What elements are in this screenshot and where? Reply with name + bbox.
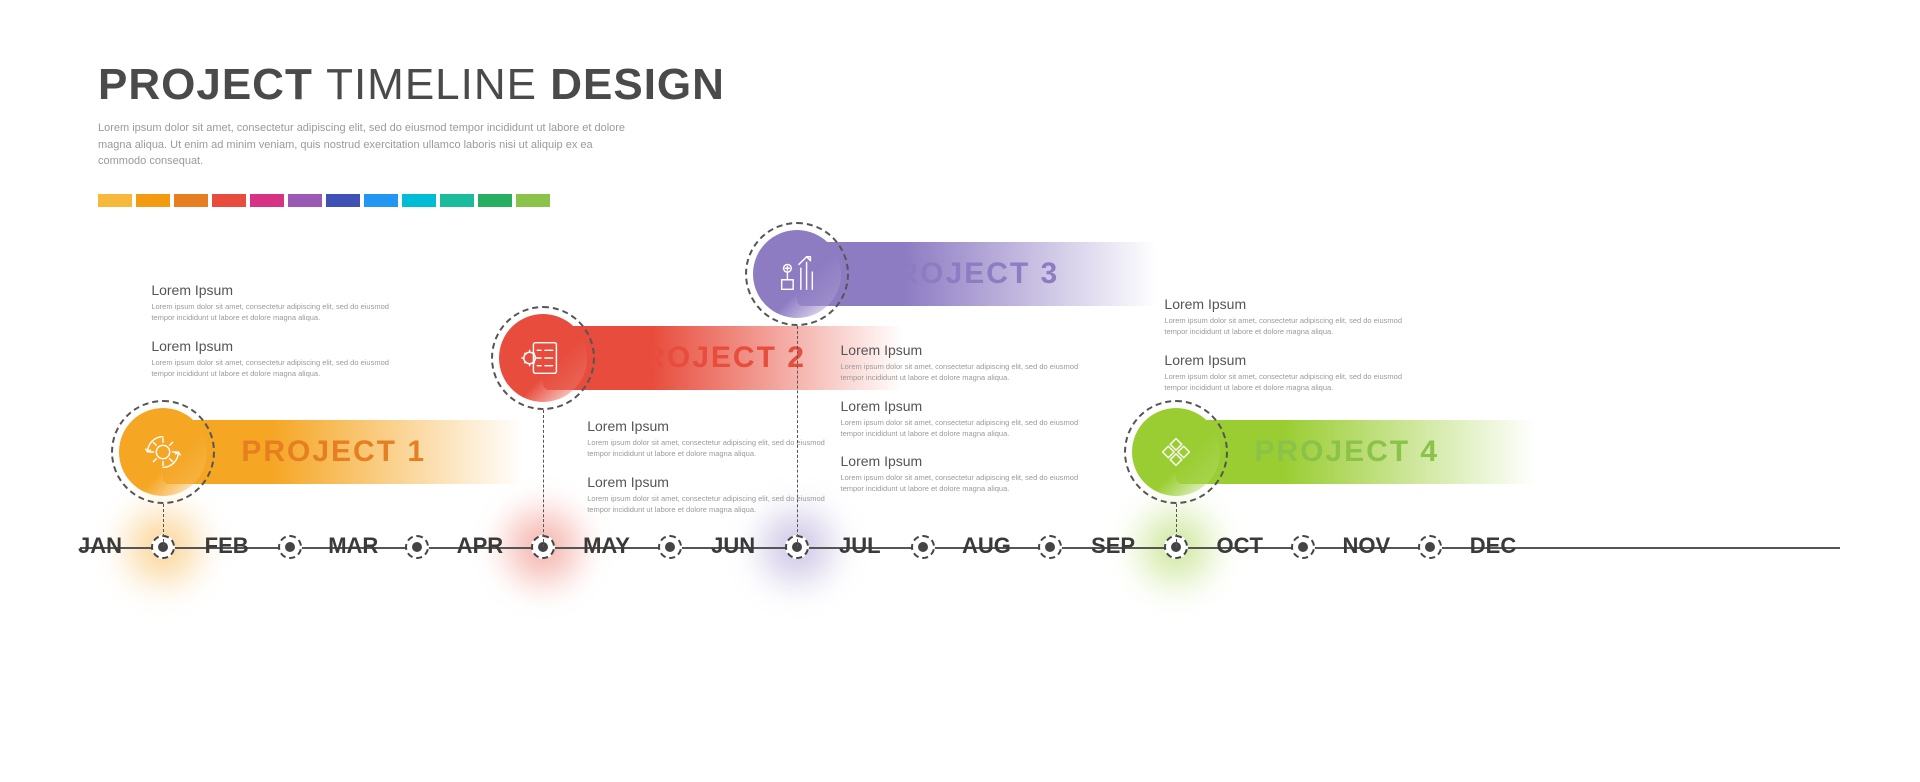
color-swatch [364, 194, 398, 207]
title-word-2: TIMELINE [326, 60, 537, 109]
timeline-tick [278, 535, 302, 559]
page-title: PROJECT TIMELINE DESIGN [98, 60, 725, 110]
text-block-body: Lorem ipsum dolor sit amet, consectetur … [151, 301, 401, 324]
project-text: Lorem Ipsum Lorem ipsum dolor sit amet, c… [587, 418, 837, 515]
page-header: PROJECT TIMELINE DESIGN Lorem ipsum dolo… [98, 60, 725, 207]
text-block-body: Lorem ipsum dolor sit amet, consectetur … [1164, 371, 1414, 394]
text-block-body: Lorem ipsum dolor sit amet, consectetur … [1164, 315, 1414, 338]
project-text: Lorem Ipsum Lorem ipsum dolor sit amet, c… [1164, 296, 1414, 393]
month-label: JUN [711, 533, 755, 559]
month-label: JAN [78, 533, 122, 559]
text-block-body: Lorem ipsum dolor sit amet, consectetur … [841, 472, 1091, 495]
hands-icon [1132, 408, 1220, 496]
title-word-3: DESIGN [550, 60, 725, 109]
color-swatch [402, 194, 436, 207]
project-title: PROJECT 1 [241, 435, 426, 469]
color-swatch [174, 194, 208, 207]
color-swatch-row [98, 194, 725, 207]
month-label: DEC [1470, 533, 1516, 559]
text-block-title: Lorem Ipsum [151, 338, 401, 354]
text-block-title: Lorem Ipsum [151, 282, 401, 298]
text-block-body: Lorem ipsum dolor sit amet, consectetur … [587, 493, 837, 516]
project-badge [745, 222, 849, 326]
project-badge [111, 400, 215, 504]
project-stem [163, 504, 164, 547]
project-badge [1124, 400, 1228, 504]
text-block-title: Lorem Ipsum [841, 342, 1091, 358]
text-block-body: Lorem ipsum dolor sit amet, consectetur … [841, 361, 1091, 384]
text-block: Lorem Ipsum Lorem ipsum dolor sit amet, c… [841, 453, 1091, 495]
timeline-tick [405, 535, 429, 559]
timeline-tick [1418, 535, 1442, 559]
text-block: Lorem Ipsum Lorem ipsum dolor sit amet, c… [1164, 296, 1414, 338]
project-banner: PROJECT 3 [797, 242, 1157, 306]
month-label: APR [457, 533, 503, 559]
month-label: OCT [1216, 533, 1262, 559]
text-block: Lorem Ipsum Lorem ipsum dolor sit amet, c… [841, 398, 1091, 440]
color-swatch [98, 194, 132, 207]
color-swatch [250, 194, 284, 207]
color-swatch [136, 194, 170, 207]
project-badge [491, 306, 595, 410]
text-block-title: Lorem Ipsum [587, 474, 837, 490]
page-subtitle: Lorem ipsum dolor sit amet, consectetur … [98, 120, 638, 170]
text-block: Lorem Ipsum Lorem ipsum dolor sit amet, c… [151, 282, 401, 324]
project-stem [543, 410, 544, 547]
month-label: SEP [1091, 533, 1135, 559]
project-stem [1176, 504, 1177, 547]
project-title: PROJECT 4 [1254, 435, 1439, 469]
project-stem [797, 326, 798, 547]
text-block-title: Lorem Ipsum [841, 453, 1091, 469]
gear-cycle-icon [119, 408, 207, 496]
color-swatch [326, 194, 360, 207]
text-block-title: Lorem Ipsum [1164, 296, 1414, 312]
color-swatch [478, 194, 512, 207]
project-text: Lorem Ipsum Lorem ipsum dolor sit amet, c… [151, 282, 401, 379]
text-block: Lorem Ipsum Lorem ipsum dolor sit amet, c… [587, 418, 837, 460]
text-block-body: Lorem ipsum dolor sit amet, consectetur … [841, 417, 1091, 440]
color-swatch [288, 194, 322, 207]
month-label: MAY [583, 533, 630, 559]
text-block: Lorem Ipsum Lorem ipsum dolor sit amet, c… [587, 474, 837, 516]
text-block: Lorem Ipsum Lorem ipsum dolor sit amet, c… [151, 338, 401, 380]
timeline-tick [1038, 535, 1062, 559]
month-label: FEB [205, 533, 249, 559]
color-swatch [440, 194, 474, 207]
growth-icon [753, 230, 841, 318]
month-label: AUG [962, 533, 1011, 559]
project-banner: PROJECT 4 [1176, 420, 1536, 484]
text-block-body: Lorem ipsum dolor sit amet, consectetur … [587, 437, 837, 460]
month-label: JUL [839, 533, 881, 559]
month-label: NOV [1343, 533, 1391, 559]
text-block: Lorem Ipsum Lorem ipsum dolor sit amet, c… [841, 342, 1091, 384]
color-swatch [516, 194, 550, 207]
text-block-body: Lorem ipsum dolor sit amet, consectetur … [151, 357, 401, 380]
project-title: PROJECT 3 [875, 257, 1060, 291]
project-title: PROJECT 2 [621, 341, 806, 375]
month-label: MAR [328, 533, 378, 559]
text-block-title: Lorem Ipsum [587, 418, 837, 434]
color-swatch [212, 194, 246, 207]
timeline-tick [911, 535, 935, 559]
title-word-1: PROJECT [98, 60, 313, 109]
text-block: Lorem Ipsum Lorem ipsum dolor sit amet, c… [1164, 352, 1414, 394]
text-block-title: Lorem Ipsum [1164, 352, 1414, 368]
project-banner: PROJECT 1 [163, 420, 523, 484]
timeline-tick [658, 535, 682, 559]
checklist-icon [499, 314, 587, 402]
timeline-tick [1291, 535, 1315, 559]
project-text: Lorem Ipsum Lorem ipsum dolor sit amet, c… [841, 342, 1091, 495]
text-block-title: Lorem Ipsum [841, 398, 1091, 414]
